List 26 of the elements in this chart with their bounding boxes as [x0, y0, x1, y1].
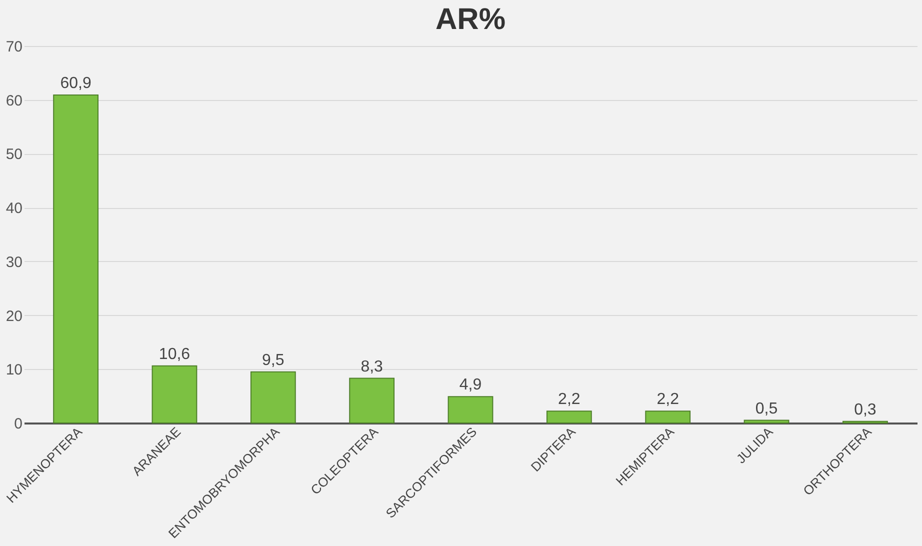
bar	[53, 94, 99, 424]
data-label: 10,6	[158, 346, 190, 363]
bar	[448, 396, 494, 424]
data-label: 9,5	[262, 352, 284, 369]
bar	[546, 410, 592, 424]
bar	[744, 420, 790, 424]
data-label: 8,3	[360, 358, 384, 376]
y-tick-label: 30	[6, 254, 22, 271]
data-label: 60,9	[60, 75, 92, 92]
data-label: 0,5	[755, 400, 778, 418]
bar	[349, 378, 395, 424]
y-tick-label: 10	[6, 362, 22, 379]
data-label: 2,2	[656, 391, 680, 408]
bar	[645, 410, 691, 424]
bar	[250, 371, 296, 424]
y-tick-label: 50	[6, 146, 22, 164]
y-tick-label: 20	[6, 308, 22, 325]
y-tick-label: 40	[6, 200, 22, 218]
y-tick-label: 60	[6, 92, 22, 110]
data-label: 0,3	[854, 401, 876, 418]
y-tick-label: 0	[14, 416, 22, 432]
data-label: 4,9	[459, 376, 482, 394]
data-label: 2,2	[558, 391, 580, 408]
chart-title: AR%	[435, 3, 506, 36]
y-tick-label: 70	[6, 38, 22, 56]
bar	[152, 365, 198, 424]
